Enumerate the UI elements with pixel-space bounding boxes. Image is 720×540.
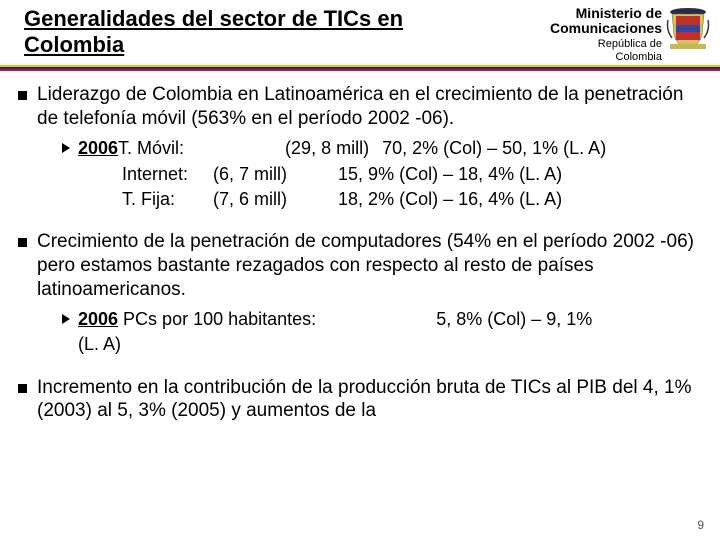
b2-text: PCs por 100 habitantes: <box>118 309 316 329</box>
sub-row-1-content: 2006 T. Móvil: (29, 8 mill) 70, 2% (Col)… <box>78 136 606 161</box>
triangle-bullet-icon <box>62 314 70 324</box>
square-bullet-icon <box>18 91 27 100</box>
sub-row-1: 2006 T. Móvil: (29, 8 mill) 70, 2% (Col)… <box>62 136 702 161</box>
slide-header: Generalidades del sector de TICs en Colo… <box>0 0 720 63</box>
ministry-block: Ministerio de Comunicaciones República d… <box>550 6 712 63</box>
bullet-1-text: Liderazgo de Colombia en Latinoamérica e… <box>37 83 702 131</box>
flag-stripes <box>0 65 720 71</box>
bullet-2-sub: 2006 PCs por 100 habitantes: 5, 8% (Col)… <box>62 307 702 357</box>
bullet-3: Incremento en la contribución de la prod… <box>18 376 702 424</box>
sub-row-2: Internet: (6, 7 mill) 15, 9% (Col) – 18,… <box>62 162 702 187</box>
ministry-line2: Comunicaciones <box>550 21 662 36</box>
r3-pct: 18, 2% (Col) – 16, 4% (L. A) <box>338 187 562 212</box>
bullet-2-text: Crecimiento de la penetración de computa… <box>37 230 702 301</box>
r3-mill: (7, 6 mill) <box>213 187 333 212</box>
year-2006: 2006 <box>78 138 118 158</box>
bullet-1: Liderazgo de Colombia en Latinoamérica e… <box>18 83 702 131</box>
coat-of-arms-icon <box>664 6 712 50</box>
republic-line2: Colombia <box>550 51 662 63</box>
stripe-red <box>0 69 720 71</box>
r1-pct: 70, 2% (Col) – 50, 1% (L. A) <box>382 136 606 161</box>
square-bullet-icon <box>18 384 27 393</box>
square-bullet-icon <box>18 238 27 247</box>
r2-label: Internet: <box>122 162 208 187</box>
page-number: 9 <box>697 518 704 532</box>
r2-pct: 15, 9% (Col) – 18, 4% (L. A) <box>338 162 562 187</box>
sub-row-2-content: Internet: (6, 7 mill) 15, 9% (Col) – 18,… <box>78 162 562 187</box>
bullet-1-sub: 2006 T. Móvil: (29, 8 mill) 70, 2% (Col)… <box>62 136 702 212</box>
b2-tail: (L. A) <box>78 334 121 354</box>
republic-line1: República de <box>550 38 662 50</box>
sub-row-4: 2006 PCs por 100 habitantes: 5, 8% (Col)… <box>62 307 702 357</box>
year-2006-b: 2006 <box>78 309 118 329</box>
r2-mill: (6, 7 mill) <box>213 162 333 187</box>
slide-title: Generalidades del sector de TICs en Colo… <box>24 6 404 59</box>
ministry-line1: Ministerio de <box>550 6 662 21</box>
r1-label: T. Móvil: <box>118 136 204 161</box>
sub-row-3: T. Fija: (7, 6 mill) 18, 2% (Col) – 16, … <box>62 187 702 212</box>
sub-row-4-content: 2006 PCs por 100 habitantes: 5, 8% (Col)… <box>78 307 702 357</box>
bullet-3-text: Incremento en la contribución de la prod… <box>37 376 702 424</box>
bullet-2: Crecimiento de la penetración de computa… <box>18 230 702 301</box>
r1-mill: (29, 8 mill) <box>209 136 377 161</box>
ministry-text: Ministerio de Comunicaciones República d… <box>550 6 662 63</box>
b2-pct: 5, 8% (Col) – 9, 1% <box>436 309 592 329</box>
sub-row-3-content: T. Fija: (7, 6 mill) 18, 2% (Col) – 16, … <box>78 187 562 212</box>
r3-label: T. Fija: <box>122 187 208 212</box>
slide-content: Liderazgo de Colombia en Latinoamérica e… <box>0 71 720 423</box>
triangle-bullet-icon <box>62 143 70 153</box>
